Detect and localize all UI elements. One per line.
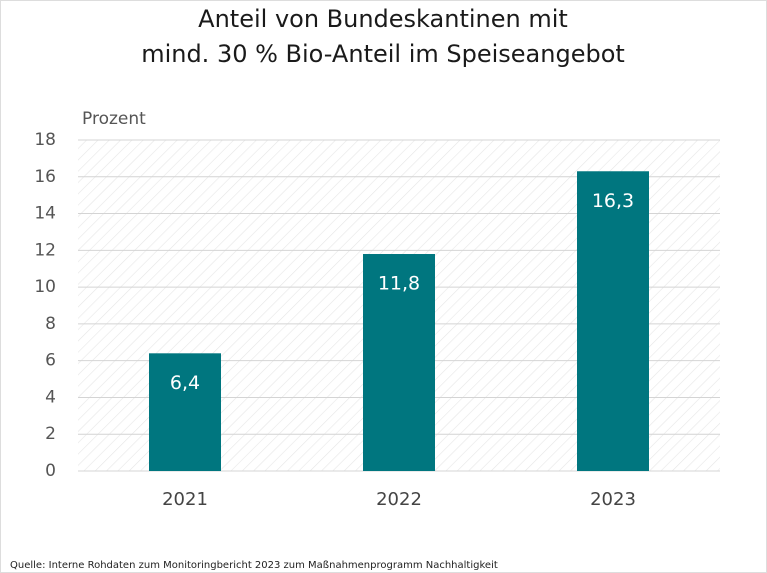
x-tick-label: 2021: [162, 489, 208, 510]
value-label: 6,4: [170, 372, 200, 394]
bar: [149, 353, 221, 471]
bar: [577, 171, 649, 471]
value-label: 11,8: [378, 273, 420, 295]
value-label: 16,3: [592, 190, 634, 212]
chart-title: Anteil von Bundeskantinen mit: [198, 5, 568, 33]
x-tick-label: 2023: [590, 489, 636, 510]
y-tick-label: 16: [34, 167, 56, 187]
y-tick-label: 12: [34, 240, 56, 260]
source-note: Quelle: Interne Rohdaten zum Monitoringb…: [10, 560, 498, 571]
y-tick-label: 14: [34, 204, 56, 224]
chart-title: mind. 30 % Bio-Anteil im Speiseangebot: [141, 40, 625, 68]
y-tick-label: 8: [45, 314, 56, 334]
y-axis-label: Prozent: [82, 109, 146, 129]
x-tick-label: 2022: [376, 489, 422, 510]
bar: [363, 254, 435, 471]
y-tick-label: 2: [45, 424, 56, 444]
y-tick-label: 6: [45, 351, 56, 371]
y-tick-label: 0: [45, 461, 56, 481]
y-tick-label: 4: [45, 387, 56, 407]
y-tick-label: 10: [34, 277, 56, 297]
y-tick-label: 18: [34, 130, 56, 150]
